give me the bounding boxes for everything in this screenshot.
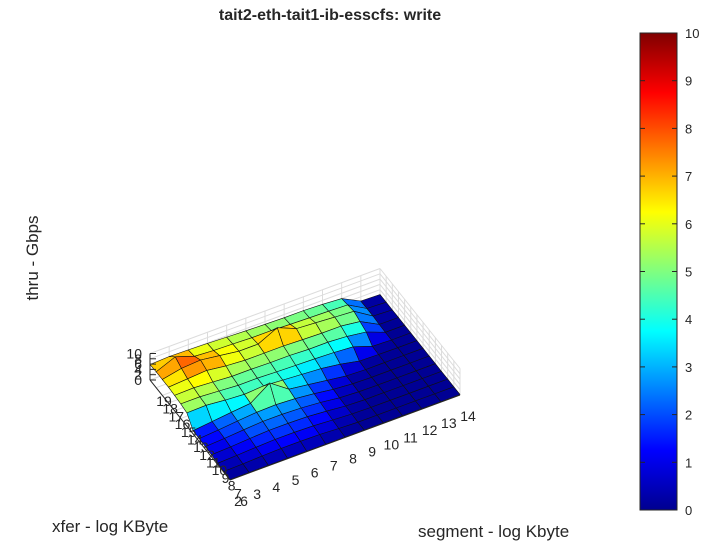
segment-axis-line — [229, 394, 461, 481]
segment-tick-label: 4 — [272, 479, 280, 495]
grid-line — [379, 289, 461, 391]
grid-line — [379, 273, 461, 375]
segment-tick-label: 7 — [330, 458, 338, 474]
xfer-tick-label: 17 — [169, 408, 185, 424]
xfer-tick-label: 11 — [206, 455, 221, 471]
xfer-tick-label: 13 — [193, 439, 209, 455]
z-tick-label: 10 — [126, 346, 142, 362]
segment-tick-label: 6 — [311, 465, 319, 481]
xfer-tick-label: 12 — [199, 447, 215, 463]
segment-tick-label: 11 — [403, 429, 418, 445]
segment-tick-label: 5 — [292, 472, 300, 488]
xfer-tick-label: 16 — [175, 416, 191, 432]
axes-frame — [149, 353, 461, 481]
xfer-tick-label: 14 — [187, 431, 203, 447]
grid-line — [149, 268, 381, 354]
segment-tick-label: 2 — [234, 493, 242, 509]
grid-line — [379, 268, 461, 369]
z-axis-label: thru - Gbps — [23, 215, 42, 300]
xfer-tick-label: 7 — [234, 485, 242, 501]
colorbar-tick-label: 4 — [685, 312, 692, 327]
colorbar-tick-label: 8 — [685, 121, 692, 136]
colorbar-tick-label: 3 — [685, 360, 692, 375]
grid-line — [379, 284, 461, 385]
xfer-tick-label: 6 — [240, 493, 248, 509]
colorbar-gradient — [639, 32, 678, 511]
xfer-tick-label: 18 — [162, 401, 178, 417]
xfer-tick-label: 10 — [212, 462, 228, 478]
xfer-tick-label: 15 — [181, 424, 197, 440]
surface-mesh[interactable] — [149, 294, 461, 480]
z-tick-label: 6 — [134, 356, 142, 372]
segment-tick-label: 13 — [441, 415, 457, 431]
colorbar-tick-label: 10 — [685, 26, 699, 41]
colorbar-tick-label: 1 — [685, 455, 692, 470]
xfer-tick-label: 19 — [156, 393, 172, 409]
colorbar: 0 1 2 3 4 5 6 7 8 9 10 — [639, 26, 699, 518]
segment-tick-label: 8 — [349, 451, 357, 467]
colorbar-ticks: 0 1 2 3 4 5 6 7 8 9 10 — [640, 26, 699, 518]
grid-line — [149, 273, 381, 360]
xfer-tick-label: 9 — [222, 470, 230, 486]
colorbar-tick-label: 0 — [685, 503, 692, 518]
segment-tick-label: 14 — [460, 408, 476, 424]
segment-tick-label: 3 — [253, 486, 261, 502]
colorbar-tick-label: 6 — [685, 217, 692, 232]
colorbar-tick-label: 5 — [685, 265, 692, 280]
segment-tick-label: 9 — [368, 443, 376, 459]
z-tick-label: 8 — [134, 351, 142, 367]
segment-axis-label: segment - log Kbyte — [418, 522, 569, 541]
z-tick-label: 0 — [134, 372, 142, 388]
colorbar-tick-label: 9 — [685, 74, 692, 89]
colorbar-tick-label: 7 — [685, 169, 692, 184]
grid-line — [379, 278, 461, 380]
xfer-axis-label: xfer - log KByte — [52, 517, 168, 536]
xfer-axis-line — [149, 379, 231, 481]
chart-title: tait2-eth-tait1-ib-esscfs: write — [219, 7, 441, 24]
z-tick-label: 4 — [134, 361, 142, 377]
segment-tick-label: 12 — [422, 422, 438, 438]
segment-tick-label: 10 — [384, 436, 400, 452]
z-tick-label: 2 — [134, 367, 142, 383]
colorbar-tick-label: 2 — [685, 408, 692, 423]
xfer-tick-label: 8 — [228, 478, 236, 494]
